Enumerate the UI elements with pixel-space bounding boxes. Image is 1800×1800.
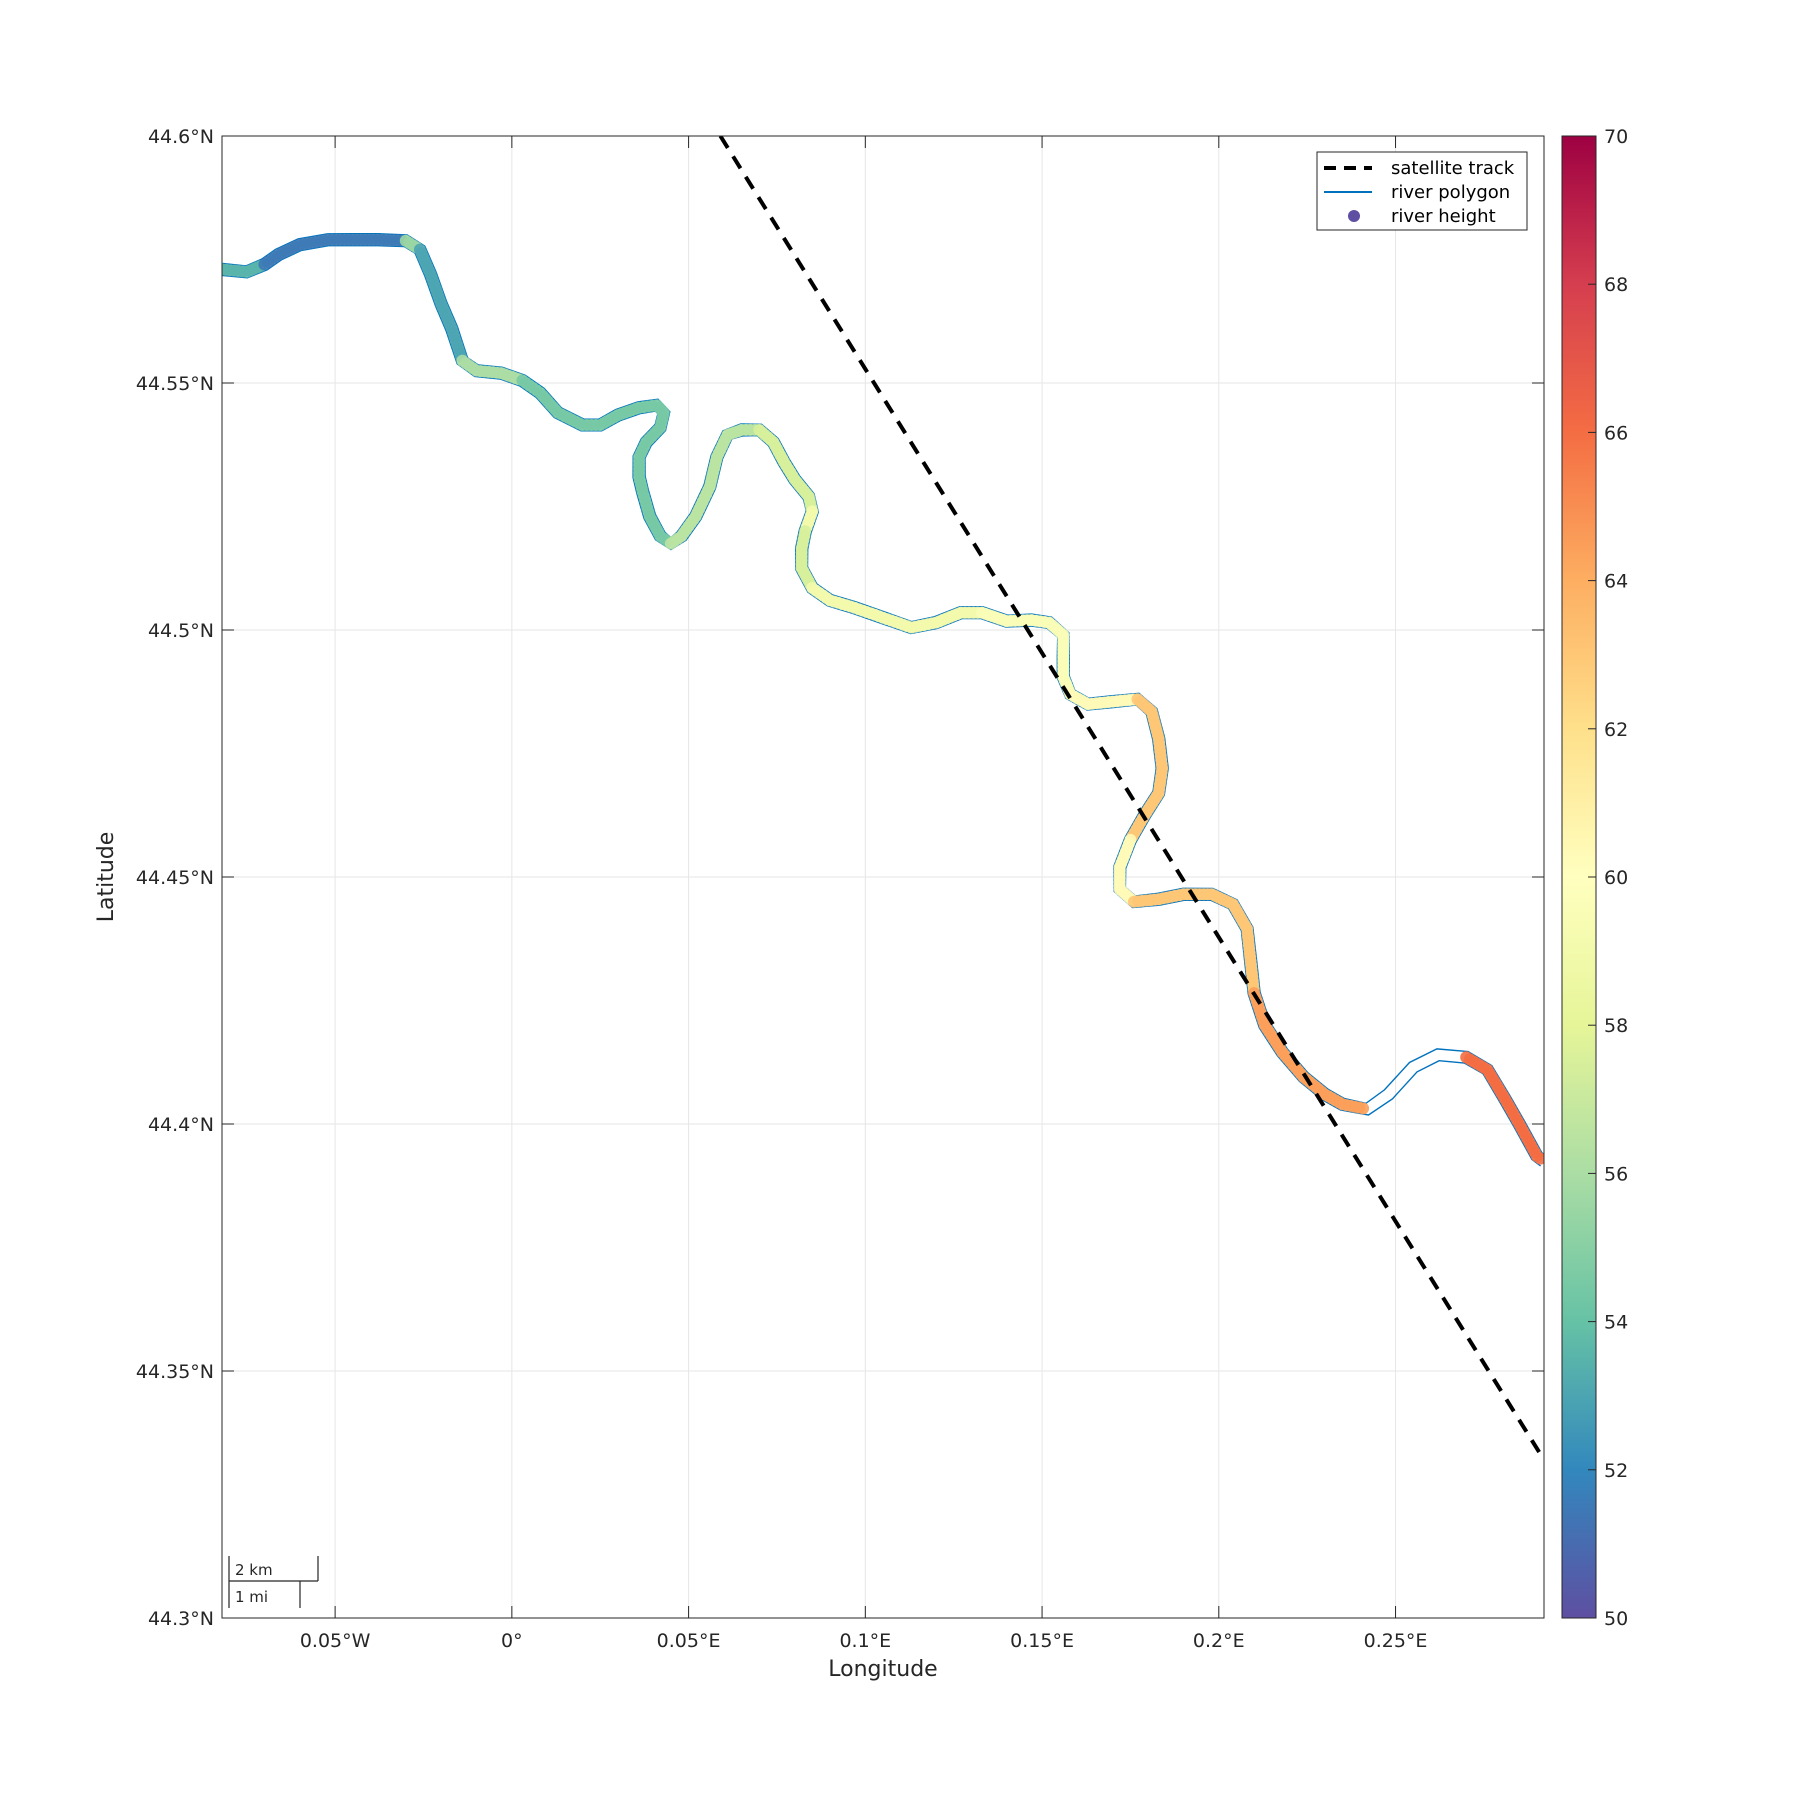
river-height-point bbox=[1357, 1102, 1370, 1115]
x-tick-label: 0.1°E bbox=[839, 1630, 891, 1652]
colorbar-tick-label: 66 bbox=[1604, 422, 1628, 444]
legend-river-height-swatch bbox=[1348, 210, 1360, 222]
colorbar-ticks: 50 52 54 56 58 60 62 64 66 68 70 bbox=[1588, 126, 1628, 1630]
x-tick-label: 0.2°E bbox=[1193, 1630, 1245, 1652]
y-tick-label: 44.4°N bbox=[148, 1114, 214, 1136]
x-tick-label: 0.15°E bbox=[1010, 1630, 1074, 1652]
x-tick-label: 0° bbox=[501, 1630, 523, 1652]
colorbar-tick-label: 64 bbox=[1604, 571, 1628, 593]
y-tick-label: 44.5°N bbox=[148, 620, 214, 642]
scale-bar: 2 km 1 mi bbox=[228, 1556, 319, 1608]
legend-river-height-label: river height bbox=[1391, 206, 1496, 227]
y-tick-label: 44.45°N bbox=[136, 867, 214, 889]
legend-river-polygon-label: river polygon bbox=[1391, 182, 1510, 203]
y-tick-label: 44.3°N bbox=[148, 1608, 214, 1630]
colorbar-tick-label: 70 bbox=[1604, 126, 1628, 148]
colorbar: 50 52 54 56 58 60 62 64 66 68 70 bbox=[1561, 126, 1628, 1630]
x-tick-label: 0.05°E bbox=[657, 1630, 721, 1652]
river-height-point bbox=[1534, 1152, 1544, 1165]
axis-ticks: 0.05°W 0° 0.05°E 0.1°E 0.15°E 0.2°E 0.25°E 44.3… bbox=[136, 126, 1544, 1652]
colorbar-tick-label: 50 bbox=[1604, 1608, 1628, 1630]
colorbar-tick-label: 62 bbox=[1604, 719, 1628, 741]
x-axis-title: Longitude bbox=[828, 1657, 937, 1682]
colorbar-tick-label: 60 bbox=[1604, 867, 1628, 889]
satellite-track-line bbox=[718, 136, 1544, 1461]
satellite-track bbox=[718, 136, 1544, 1461]
river-height-points bbox=[222, 233, 1544, 1165]
legend: satellite track river polygon river heig… bbox=[1316, 151, 1528, 231]
colorbar-tick-label: 54 bbox=[1604, 1312, 1628, 1334]
y-tick-label: 44.55°N bbox=[136, 373, 214, 395]
y-axis-title: Latitude bbox=[94, 832, 119, 923]
x-tick-label: 0.25°E bbox=[1364, 1630, 1428, 1652]
y-tick-label: 44.35°N bbox=[136, 1361, 214, 1383]
y-tick-label: 44.6°N bbox=[148, 126, 214, 148]
colorbar-tick-label: 52 bbox=[1604, 1460, 1628, 1482]
colorbar-tick-label: 68 bbox=[1604, 274, 1628, 296]
colorbar-tick-label: 58 bbox=[1604, 1015, 1628, 1037]
legend-satellite-track-label: satellite track bbox=[1391, 158, 1515, 179]
colorbar-tick-label: 56 bbox=[1604, 1163, 1628, 1185]
x-tick-label: 0.05°W bbox=[300, 1630, 371, 1652]
scale-bar-mi-label: 1 mi bbox=[235, 1588, 268, 1606]
scale-bar-km-label: 2 km bbox=[235, 1561, 273, 1579]
